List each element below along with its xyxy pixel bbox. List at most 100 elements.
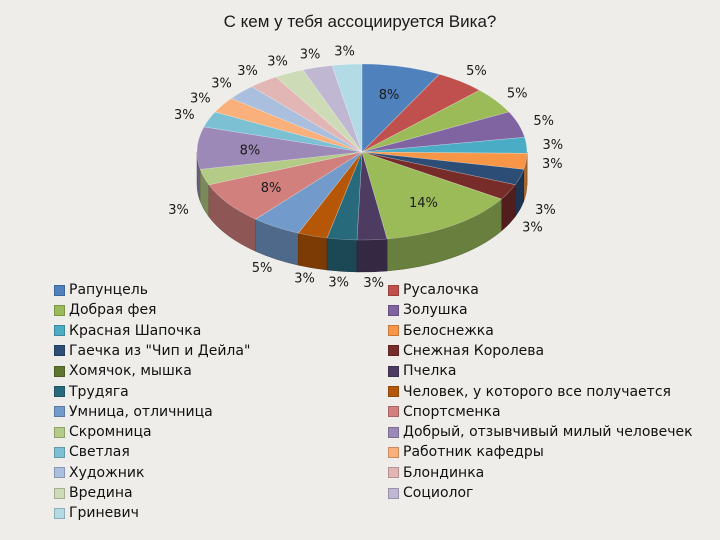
chart-title: С кем у тебя ассоциируется Вика?	[223, 12, 497, 31]
legend-swatch	[54, 386, 65, 397]
legend-item: Трудяга	[54, 382, 129, 402]
legend-swatch	[388, 446, 399, 458]
pie-slice-13	[208, 151, 363, 220]
data-label-3: 5%	[533, 114, 554, 129]
pie-slice-16	[203, 111, 363, 153]
legend-item: Скромница	[54, 422, 152, 442]
legend-swatch	[54, 426, 65, 438]
pie-slice-17	[214, 98, 363, 153]
legend-label: Золушка	[403, 302, 468, 319]
pie-slice-11	[297, 151, 363, 239]
legend-label: Социолог	[403, 485, 474, 501]
data-label-22: 3%	[334, 44, 355, 59]
legend-item: Светлая	[54, 442, 130, 462]
legend-label: Светлая	[69, 444, 130, 461]
legend-item: Социолог	[388, 483, 473, 503]
pie-side-11	[298, 232, 328, 271]
legend-swatch	[54, 446, 65, 458]
data-label-5: 3%	[542, 157, 563, 172]
legend-item: Умница, отличница	[54, 402, 213, 422]
legend-label: Белоснежка	[403, 322, 494, 339]
legend-swatch	[54, 284, 65, 296]
data-label-14: 3%	[168, 203, 189, 218]
data-label-19: 3%	[237, 64, 258, 79]
legend-item: Художник	[54, 463, 144, 483]
data-label-9: 3%	[363, 276, 384, 291]
pie-slice-22	[331, 63, 363, 153]
legend-label: Снежная Королева	[403, 342, 545, 359]
legend-item: Добрый, отзывчивый милый человечек	[388, 422, 693, 442]
legend-swatch	[388, 467, 399, 479]
pie-slice-15	[196, 126, 363, 170]
pie-slice-4	[361, 136, 528, 154]
legend-swatch	[388, 426, 399, 438]
data-label-0: 8%	[379, 88, 400, 103]
legend-swatch	[54, 325, 65, 337]
legend-item: Пчелка	[388, 361, 456, 381]
legend-swatch	[388, 345, 399, 357]
data-label-21: 3%	[300, 48, 321, 63]
legend-swatch	[54, 487, 65, 499]
legend-item: Русалочка	[388, 280, 479, 300]
legend-swatch	[388, 386, 399, 397]
data-label-15: 8%	[240, 143, 261, 158]
legend-item: Блондинка	[388, 463, 484, 483]
legend-label: Добрый, отзывчивый милый человечек	[403, 424, 693, 441]
pie-slice-9	[356, 151, 388, 241]
data-label-12: 5%	[252, 261, 273, 276]
legend-label: Красная Шапочка	[69, 322, 202, 339]
legend-label: Скромница	[69, 424, 152, 441]
pie-slice-19	[251, 76, 363, 153]
legend-label: Работник кафедры	[403, 444, 544, 461]
pie-slice-10	[326, 151, 363, 241]
legend-label: Спортсменка	[403, 403, 501, 420]
legend-item: Гаечка из "Чип и Дейла"	[54, 341, 250, 361]
legend-label: Пчелка	[403, 363, 457, 380]
legend-item: Работник кафедры	[388, 442, 544, 462]
pie-slice-8	[361, 151, 503, 240]
legend-item: Вредина	[54, 483, 133, 503]
data-label-8: 14%	[409, 196, 438, 211]
pie-slice-1	[361, 73, 481, 153]
pie-slice-2	[361, 89, 510, 153]
pie-slice-3	[361, 111, 526, 153]
pie-slice-21	[302, 65, 363, 153]
legend-item: Рапунцель	[54, 280, 148, 300]
legend-label: Человек, у которого все получается	[403, 383, 671, 400]
data-label-10: 3%	[328, 275, 349, 290]
legend-label: Добрая фея	[69, 302, 157, 319]
data-label-4: 3%	[542, 138, 563, 153]
data-label-2: 5%	[507, 86, 528, 101]
legend-swatch	[54, 467, 65, 479]
legend-item: Человек, у которого все получается	[388, 382, 671, 402]
legend-swatch	[388, 304, 399, 316]
legend-swatch	[54, 365, 65, 377]
legend-label: Рапунцель	[69, 282, 148, 298]
legend-item: Золушка	[388, 300, 468, 320]
pie-slice-20	[275, 69, 363, 153]
pie-slice-14	[199, 151, 363, 186]
pie-side-9	[356, 238, 388, 273]
legend-item: Гриневич	[54, 503, 139, 523]
legend-label: Умница, отличница	[69, 403, 213, 420]
pie-slice-7	[361, 151, 516, 200]
data-label-18: 3%	[211, 77, 232, 92]
legend-label: Русалочка	[403, 282, 479, 298]
data-label-7: 3%	[522, 221, 543, 236]
legend-swatch	[54, 345, 65, 357]
legend-label: Гаечка из "Чип и Дейла"	[69, 342, 251, 359]
data-label-20: 3%	[267, 54, 288, 69]
legend-swatch	[54, 304, 65, 316]
data-label-16: 3%	[174, 108, 195, 123]
legend-item: Белоснежка	[388, 321, 494, 341]
legend-label: Трудяга	[69, 383, 129, 400]
legend-item: Красная Шапочка	[54, 321, 201, 341]
legend-swatch	[54, 406, 65, 418]
legend-label: Хомячок, мышка	[69, 363, 192, 380]
pie-slice-5	[361, 151, 528, 170]
legend-label: Художник	[69, 464, 145, 481]
data-label-17: 3%	[190, 91, 211, 106]
data-label-1: 5%	[466, 64, 487, 79]
legend-label: Блондинка	[403, 464, 485, 481]
